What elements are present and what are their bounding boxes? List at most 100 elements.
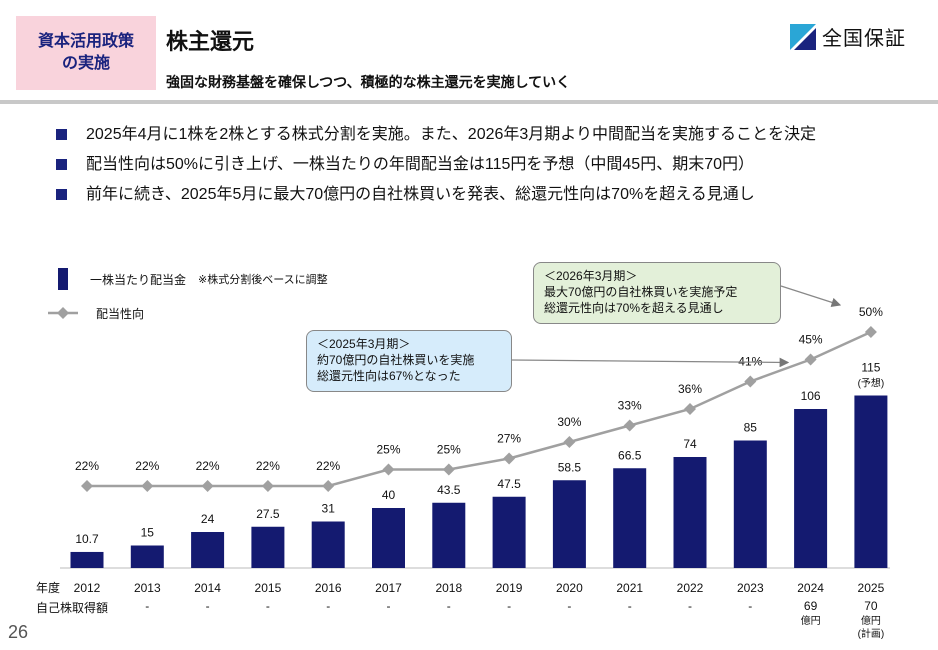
section-tag-line2: の実施 [61,55,110,72]
bar [70,551,104,568]
bullet-text: 配当性向は50%に引き上げ、一株当たりの年間配当金は115円を予想（中間45円、… [86,156,755,173]
callout-2025-heading: ＜2025年3月期＞ [317,337,411,351]
callout-2025: ＜2025年3月期＞ 約70億円の自社株買いを実施 総還元性向は67%となった [306,330,512,392]
bullet-text: 2025年4月に1株を2株とする株式分割を実施。また、2026年3月期より中間配… [86,126,816,143]
logo-text: 全国保証 [822,28,906,50]
bar-value-label: 31 [322,502,336,516]
line-value-label: 22% [196,459,220,473]
bar-value-label: 10.7 [75,532,99,546]
bullet-item: 前年に続き、2025年5月に最大70億円の自社株買いを発表、総還元性向は70%を… [56,180,816,210]
line-value-label: 22% [75,459,99,473]
line-value-label: 36% [678,382,702,396]
year-tick-label: 2023 [737,581,764,595]
line-value-label: 30% [557,415,581,429]
bar-value-label: 115 [861,361,880,375]
callout-2025-arrow [511,357,790,368]
line-point [442,463,455,476]
line-value-label: 25% [376,443,400,457]
line-point [744,375,757,388]
bar-value-label: 40 [382,488,396,502]
page-number: 26 [8,622,29,642]
line-point [864,326,877,338]
bar [372,508,405,568]
bar-value-label: 27.5 [256,507,280,521]
year-tick-label: 2022 [677,581,704,595]
bar [673,457,707,568]
buyback-value: - [326,599,330,613]
legend-bar-entry: 一株当たり配当金 ※株式分割後ベースに調整 [44,262,328,296]
bullet-marker [56,129,67,140]
callout-2025-line: 総還元性向は67%となった [317,369,461,383]
bar [432,502,466,568]
buyback-value: - [447,599,451,613]
year-tick-label: 2025 [858,581,885,595]
year-tick-label: 2018 [435,581,462,595]
bar [854,395,888,568]
section-tag-line1: 資本活用政策 [37,33,134,50]
buyback-value: - [688,599,692,613]
buyback-value: 69 [804,599,818,613]
line-point [804,353,817,366]
bar-value-label: 74 [683,437,697,451]
bar [311,521,345,568]
bullet-marker [56,189,67,200]
bar [552,480,586,568]
line-value-label: 33% [618,399,642,413]
buyback-unit: 億円 [861,614,881,627]
buyback-value: - [145,599,149,613]
company-logo: 全国保証 [790,22,906,51]
buyback-value: - [628,599,632,613]
bar-value-label: 66.5 [618,448,642,462]
line-value-label: 50% [859,305,883,319]
bullet-item: 2025年4月に1株を2株とする株式分割を実施。また、2026年3月期より中間配… [56,120,816,150]
legend-bar-swatch [58,268,68,290]
bullet-marker [56,159,67,170]
callout-2026-arrow [780,285,842,307]
line-value-label: 45% [799,333,823,347]
callout-2026-heading: ＜2026年3月期＞ [544,269,638,283]
buyback-value: - [507,599,511,613]
legend-line-swatch [48,307,78,319]
bar-value-label: 15 [141,526,155,540]
line-value-label: 22% [135,459,159,473]
year-tick-label: 2012 [74,581,101,595]
bar-value-label: 43.5 [437,483,461,497]
bar [492,496,526,568]
bar [130,545,164,568]
line-value-label: 22% [256,459,280,473]
bar [251,526,285,568]
bar-value-label: 58.5 [558,460,582,474]
line-point [563,436,576,448]
legend-bar-note: ※株式分割後ベースに調整 [198,274,328,286]
line-point [623,419,636,432]
bar-value-label: 24 [201,512,215,526]
header-divider [0,100,938,104]
year-tick-label: 2016 [315,581,342,595]
legend-line-entry: 配当性向 [44,296,328,330]
page-title: 株主還元 [166,29,255,54]
year-tick-label: 2020 [556,581,583,595]
callout-2026-line: 総還元性向は70%を超える見通し [544,301,724,315]
logo-icon [790,23,816,50]
bullet-item: 配当性向は50%に引き上げ、一株当たりの年間配当金は115円を予想（中間45円、… [56,150,816,180]
section-tag: 資本活用政策 の実施 [16,16,156,90]
line-point [261,480,274,492]
line-point [503,452,516,465]
year-tick-label: 2021 [616,581,643,595]
line-value-label: 22% [316,459,340,473]
chart-legend: 一株当たり配当金 ※株式分割後ベースに調整 配当性向 [44,262,328,330]
legend-bar-label: 一株当たり配当金 [90,272,187,287]
payout-ratio-line [87,330,872,488]
year-tick-label: 2015 [255,581,282,595]
year-tick-label: 2017 [375,581,402,595]
callout-2026-line: 最大70億円の自社株買いを実施予定 [544,285,738,299]
bar [794,409,828,568]
bar [733,440,767,568]
line-value-label: 25% [437,443,461,457]
buyback-plan-note: (計画) [858,627,885,640]
legend-line-label: 配当性向 [96,306,145,321]
buyback-value: - [387,599,391,613]
page-subtitle: 強固な財務基盤を確保しつつ、積極的な株主還元を実施していく [166,74,571,90]
buyback-row-label: 自己株取得額 [36,600,108,615]
